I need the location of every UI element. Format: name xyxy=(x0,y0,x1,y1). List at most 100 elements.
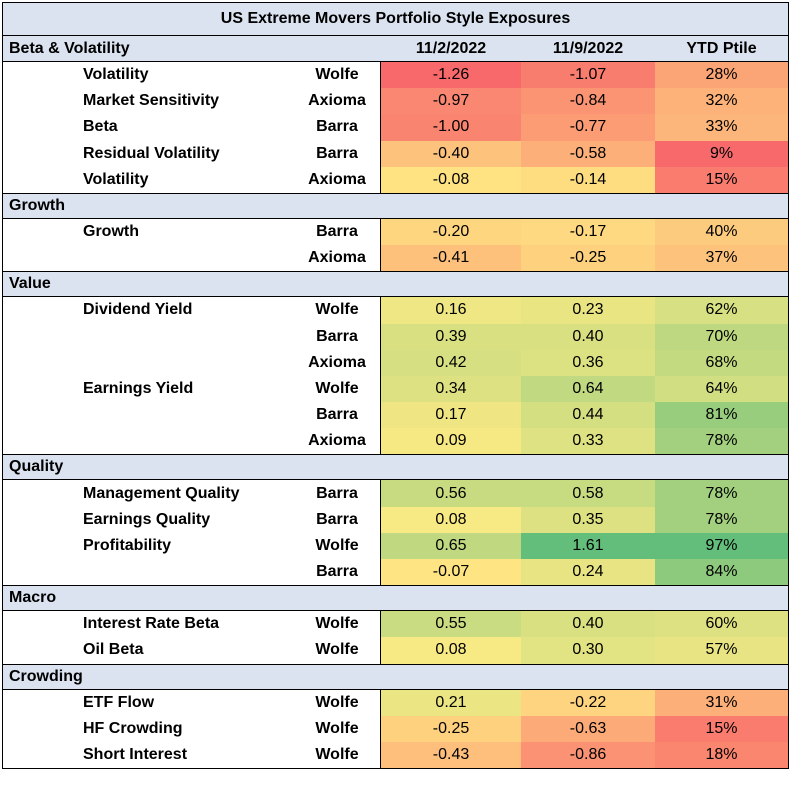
metric-name: Dividend Yield xyxy=(83,301,193,319)
section-label: Quality xyxy=(9,458,64,476)
value-cell-1: 0.55 xyxy=(381,611,521,638)
metric-name: Short Interest xyxy=(83,746,188,764)
data-source: Wolfe xyxy=(315,719,359,737)
column-divider xyxy=(380,62,381,89)
table-row: Management Quality Barra 0.56 0.58 78% xyxy=(3,480,788,507)
value-cell-1: -0.20 xyxy=(381,218,521,246)
ptile-cell: 28% xyxy=(655,62,788,89)
ptile-cell: 70% xyxy=(655,323,788,350)
data-source: Axioma xyxy=(308,92,366,110)
table-row: Axioma 0.09 0.33 78% xyxy=(3,428,788,455)
value-cell-1: 0.21 xyxy=(381,689,521,716)
data-source: Wolfe xyxy=(315,746,359,764)
column-divider xyxy=(380,715,381,742)
column-divider xyxy=(380,297,381,324)
value-cell-2: 0.23 xyxy=(521,297,655,324)
column-divider xyxy=(380,741,381,769)
section-label: Beta & Volatility xyxy=(9,39,130,57)
value-cell-2: -0.77 xyxy=(521,114,655,141)
value-cell-2: -0.17 xyxy=(521,218,655,246)
data-source: Barra xyxy=(316,327,358,345)
section-header-row: Beta & Volatility 11/2/2022 11/9/2022 YTD P… xyxy=(3,36,788,62)
value-cell-2: 0.40 xyxy=(521,611,655,638)
value-cell-2: -1.07 xyxy=(521,62,655,89)
column-divider xyxy=(380,637,381,664)
value-cell-1: 0.09 xyxy=(381,428,521,455)
table-row: Barra 0.17 0.44 81% xyxy=(3,402,788,429)
column-header: 11/9/2022 xyxy=(552,39,624,57)
section-label: Growth xyxy=(9,196,65,214)
value-cell-1: -1.26 xyxy=(381,62,521,89)
value-cell-1: 0.17 xyxy=(381,402,521,429)
table-row: Growth Barra -0.20 -0.17 40% xyxy=(3,218,788,246)
metric-name: ETF Flow xyxy=(83,693,155,711)
data-source: Barra xyxy=(316,484,358,502)
ptile-cell: 60% xyxy=(655,611,788,638)
table-row: Dividend Yield Wolfe 0.16 0.23 62% xyxy=(3,297,788,324)
metric-name: Earnings Yield xyxy=(83,379,194,397)
value-cell-2: 1.61 xyxy=(521,532,655,559)
table-row: ETF Flow Wolfe 0.21 -0.22 31% xyxy=(3,689,788,716)
ptile-cell: 33% xyxy=(655,114,788,141)
value-cell-1: 0.34 xyxy=(381,375,521,403)
metric-name xyxy=(83,350,293,376)
ptile-cell: 15% xyxy=(655,715,788,742)
column-divider xyxy=(380,114,381,141)
value-cell-1: 0.08 xyxy=(381,637,521,664)
ptile-cell: 78% xyxy=(655,428,788,455)
data-source: Axioma xyxy=(308,353,366,371)
metric-name: Volatility xyxy=(83,66,149,84)
metric-name xyxy=(83,428,293,454)
section-header-row: Growth xyxy=(3,192,788,219)
value-cell-2: 0.35 xyxy=(521,506,655,533)
value-cell-2: 0.40 xyxy=(521,323,655,350)
table-row: Interest Rate Beta Wolfe 0.55 0.40 60% xyxy=(3,611,788,638)
column-divider xyxy=(380,559,381,586)
value-cell-1: -0.40 xyxy=(381,140,521,167)
metric-name xyxy=(83,245,293,271)
value-cell-1: 0.56 xyxy=(381,480,521,507)
ptile-cell: 68% xyxy=(655,349,788,376)
data-source: Barra xyxy=(316,223,358,241)
column-divider xyxy=(380,506,381,533)
data-source: Axioma xyxy=(308,249,366,267)
metric-name: Oil Beta xyxy=(83,641,144,659)
data-source: Wolfe xyxy=(315,301,359,319)
data-source: Wolfe xyxy=(315,536,359,554)
ptile-cell: 40% xyxy=(655,218,788,246)
ptile-cell: 84% xyxy=(655,559,788,586)
metric-name: Beta xyxy=(83,118,118,136)
data-source: Axioma xyxy=(308,432,366,450)
table-row: Oil Beta Wolfe 0.08 0.30 57% xyxy=(3,637,788,664)
table-row: Volatility Axioma -0.08 -0.14 15% xyxy=(3,166,788,193)
column-header: 11/2/2022 xyxy=(415,39,487,57)
value-cell-1: 0.65 xyxy=(381,532,521,559)
column-divider xyxy=(380,611,381,638)
metric-name: Growth xyxy=(83,223,139,241)
value-cell-1: -0.08 xyxy=(381,166,521,193)
data-source: Barra xyxy=(316,563,358,581)
metric-name: Management Quality xyxy=(83,484,240,502)
ptile-cell: 62% xyxy=(655,297,788,324)
metric-name: Interest Rate Beta xyxy=(83,615,220,633)
ptile-cell: 81% xyxy=(655,402,788,429)
table-row: Earnings Yield Wolfe 0.34 0.64 64% xyxy=(3,375,788,403)
ptile-cell: 64% xyxy=(655,375,788,403)
value-cell-1: -0.43 xyxy=(381,741,521,769)
ptile-cell: 97% xyxy=(655,532,788,559)
value-cell-2: 0.58 xyxy=(521,480,655,507)
column-divider xyxy=(380,166,381,193)
column-divider xyxy=(380,88,381,115)
column-divider xyxy=(380,218,381,246)
table-row: Residual Volatility Barra -0.40 -0.58 9% xyxy=(3,140,788,167)
value-cell-2: 0.30 xyxy=(521,637,655,664)
ptile-cell: 9% xyxy=(655,140,788,167)
value-cell-2: -0.63 xyxy=(521,715,655,742)
data-source: Axioma xyxy=(308,170,366,188)
ptile-cell: 18% xyxy=(655,741,788,769)
section-label: Value xyxy=(9,275,51,293)
value-cell-2: -0.58 xyxy=(521,140,655,167)
data-source: Wolfe xyxy=(315,693,359,711)
metric-name xyxy=(83,559,293,585)
table-row: Volatility Wolfe -1.26 -1.07 28% xyxy=(3,62,788,89)
